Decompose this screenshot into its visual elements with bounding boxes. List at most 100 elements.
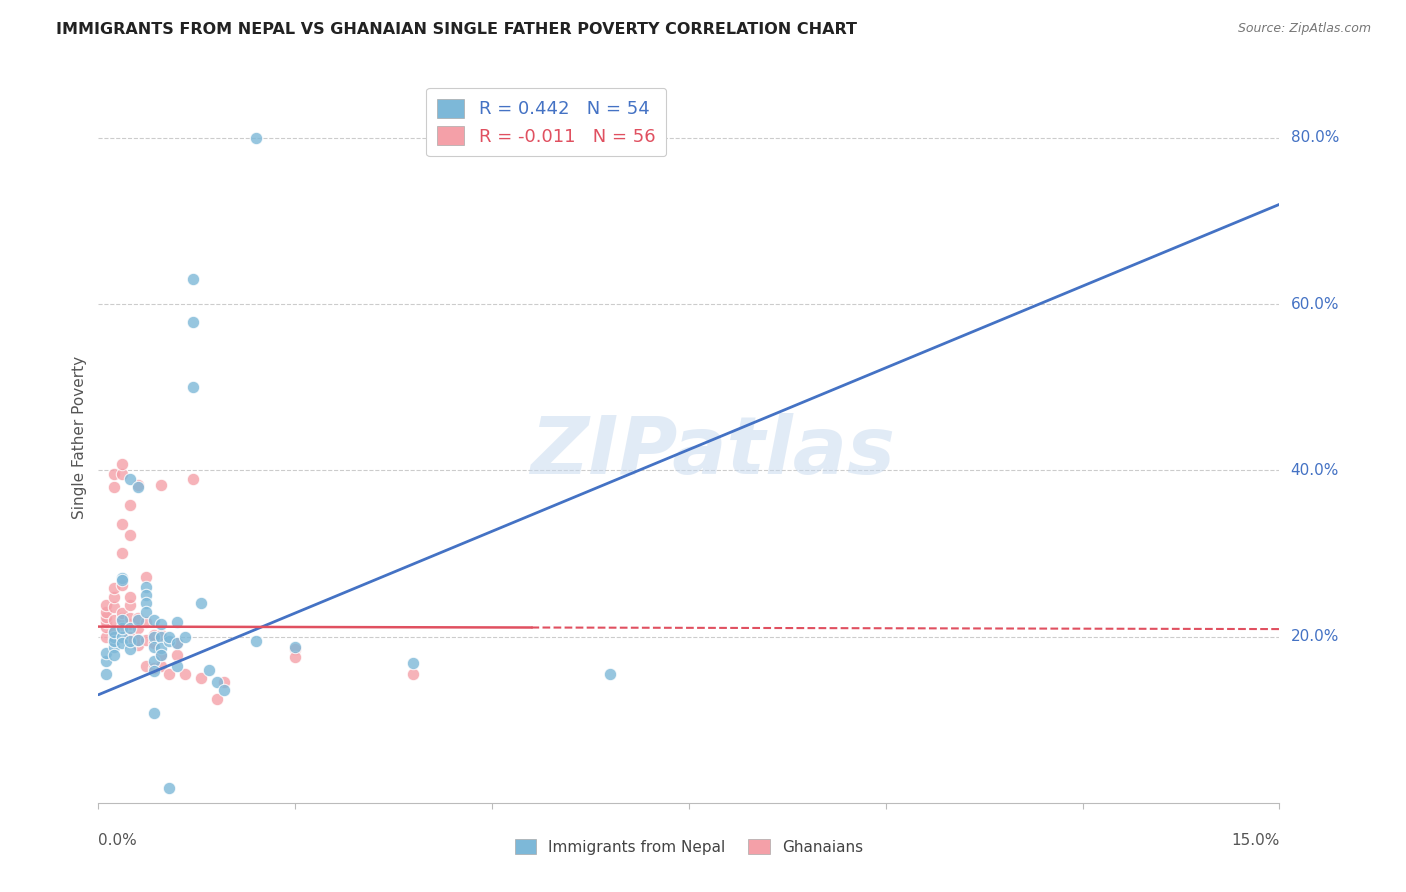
Point (135, 605, 157, 619)
Point (142, 640, 165, 654)
Point (111, 636, 134, 650)
Point (245, 633, 267, 648)
Point (135, 658, 157, 673)
Point (150, 648, 173, 662)
Point (150, 648, 173, 662)
Point (118, 611, 141, 625)
Point (142, 613, 165, 627)
Point (111, 619, 134, 633)
Point (111, 546, 134, 560)
Point (96, 615, 118, 629)
Point (111, 573, 134, 587)
Point (118, 590, 141, 604)
Point (127, 632, 149, 647)
Point (103, 648, 125, 662)
Text: 40.0%: 40.0% (1291, 463, 1339, 478)
Point (111, 457, 134, 471)
Point (96, 655, 118, 669)
Point (157, 667, 180, 681)
Text: 0.0%: 0.0% (98, 833, 138, 848)
Y-axis label: Single Father Poverty: Single Father Poverty (72, 356, 87, 518)
Point (150, 478, 173, 492)
Point (150, 630, 173, 644)
Point (166, 615, 188, 629)
Point (127, 480, 149, 494)
Point (127, 621, 149, 635)
Legend: Immigrants from Nepal, Ghanaians: Immigrants from Nepal, Ghanaians (509, 833, 869, 861)
Point (142, 655, 165, 669)
Point (157, 630, 180, 644)
Point (103, 480, 125, 494)
Point (111, 630, 134, 644)
Point (96, 630, 118, 644)
Text: Source: ZipAtlas.com: Source: ZipAtlas.com (1237, 22, 1371, 36)
Point (111, 571, 134, 585)
Point (96, 646, 118, 660)
Point (103, 590, 125, 604)
Point (402, 667, 425, 681)
Point (142, 665, 165, 679)
Point (150, 617, 173, 632)
Point (284, 650, 307, 665)
Point (103, 630, 125, 644)
Point (118, 630, 141, 644)
Point (96, 619, 118, 633)
Point (284, 642, 307, 657)
Point (103, 613, 125, 627)
Point (96, 598, 118, 612)
Text: 20.0%: 20.0% (1291, 629, 1339, 644)
Point (135, 615, 157, 629)
Text: 80.0%: 80.0% (1291, 130, 1339, 145)
Point (142, 636, 165, 650)
Point (103, 640, 125, 654)
Point (150, 628, 173, 642)
Point (142, 661, 165, 675)
Point (174, 667, 197, 681)
Point (135, 580, 157, 594)
Point (103, 582, 125, 596)
Point (284, 640, 307, 654)
Text: IMMIGRANTS FROM NEPAL VS GHANAIAN SINGLE FATHER POVERTY CORRELATION CHART: IMMIGRANTS FROM NEPAL VS GHANAIAN SINGLE… (56, 22, 858, 37)
Point (118, 528, 141, 542)
Point (174, 630, 197, 644)
Point (127, 613, 149, 627)
Point (118, 472, 141, 486)
Point (111, 621, 134, 635)
Point (166, 648, 188, 662)
Point (245, 131, 267, 145)
Point (190, 671, 212, 685)
Point (181, 315, 204, 329)
Point (96, 667, 118, 681)
Point (103, 625, 125, 640)
Text: 60.0%: 60.0% (1291, 297, 1339, 311)
Point (127, 478, 149, 492)
Text: ZIPatlas: ZIPatlas (530, 413, 896, 491)
Point (135, 632, 157, 647)
Point (205, 692, 228, 706)
Point (111, 517, 134, 532)
Point (118, 617, 141, 632)
Point (118, 598, 141, 612)
Point (157, 633, 180, 648)
Point (111, 578, 134, 592)
Point (214, 675, 236, 690)
Point (197, 663, 219, 677)
Point (103, 467, 125, 482)
Point (127, 632, 149, 647)
Point (103, 625, 125, 640)
Text: 15.0%: 15.0% (1232, 833, 1279, 848)
Point (190, 596, 212, 610)
Point (96, 605, 118, 619)
Point (111, 613, 134, 627)
Point (157, 780, 180, 795)
Point (205, 675, 228, 690)
Point (181, 380, 204, 394)
Point (111, 467, 134, 482)
Point (118, 633, 141, 648)
Point (135, 596, 157, 610)
Point (111, 607, 134, 621)
Point (166, 636, 188, 650)
Point (142, 630, 165, 644)
Point (181, 472, 204, 486)
Point (111, 611, 134, 625)
